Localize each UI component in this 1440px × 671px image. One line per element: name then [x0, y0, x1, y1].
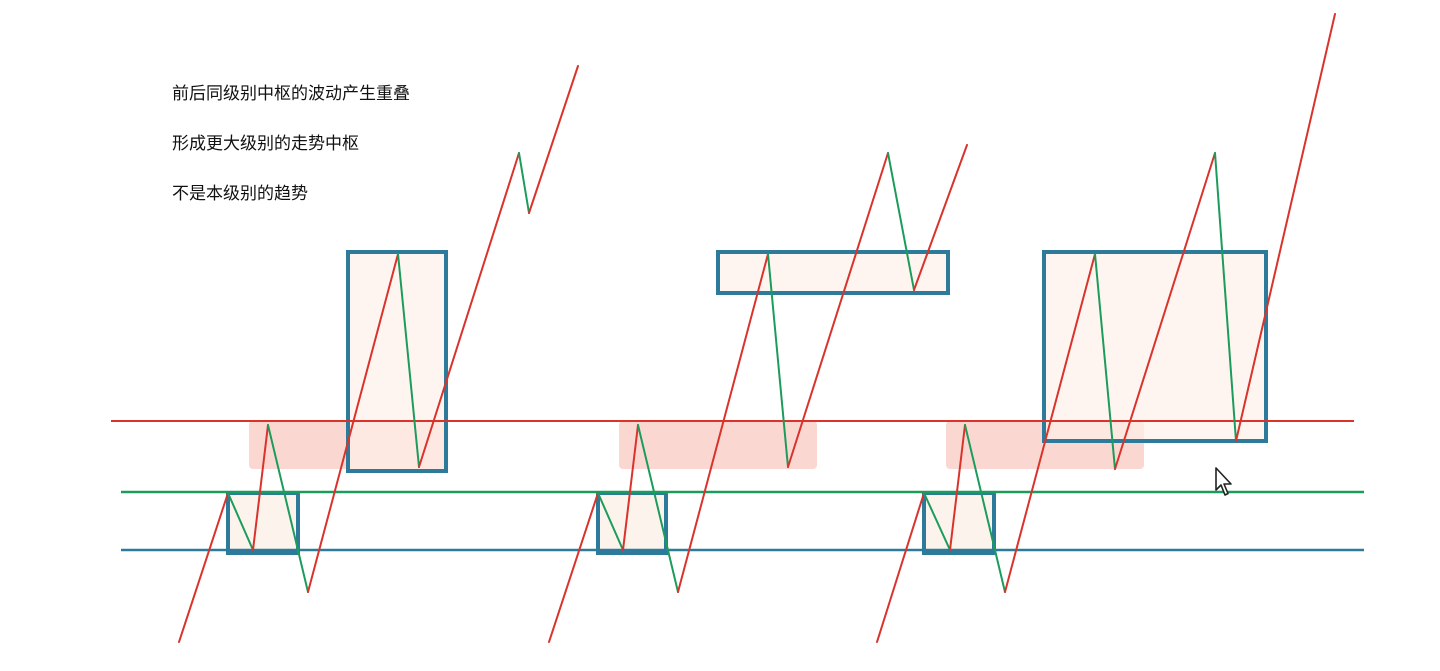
- up-stroke: [787, 152, 889, 468]
- up-stroke: [252, 424, 269, 551]
- down-stroke: [518, 152, 530, 214]
- caption-line-2: 形成更大级别的走势中枢: [172, 134, 359, 154]
- small-pivot-box-1: [226, 491, 300, 555]
- up-stroke: [677, 253, 769, 593]
- up-stroke: [622, 424, 639, 551]
- up-stroke: [178, 492, 229, 643]
- mouse-pointer-icon: [1215, 467, 1232, 496]
- up-stroke: [913, 144, 968, 291]
- down-stroke: [887, 152, 915, 291]
- down-stroke: [1214, 152, 1237, 442]
- down-stroke: [267, 424, 309, 593]
- price-path: [178, 13, 1336, 643]
- down-stroke: [227, 492, 254, 551]
- down-stroke: [637, 424, 679, 593]
- large-pivot-box: [1042, 250, 1268, 443]
- down-stroke: [597, 492, 624, 551]
- reference-levels: [111, 420, 1364, 552]
- up-stroke: [307, 253, 399, 593]
- up-stroke: [1114, 152, 1216, 470]
- up-stroke: [876, 492, 925, 643]
- caption-block: 前后同级别中枢的波动产生重叠 形成更大级别的走势中枢 不是本级别的趋势: [172, 82, 592, 232]
- caption-line-3: 不是本级别的趋势: [172, 184, 308, 204]
- up-stroke: [1235, 13, 1336, 442]
- up-stroke: [418, 152, 520, 468]
- caption-line-1: 前后同级别中枢的波动产生重叠: [172, 84, 410, 104]
- down-stroke: [1094, 253, 1116, 470]
- small-pivot-box-2: [596, 491, 668, 555]
- up-stroke: [1004, 253, 1096, 593]
- down-stroke: [964, 424, 1006, 593]
- pivot-boxes: [226, 250, 1268, 555]
- down-stroke: [397, 253, 420, 468]
- up-stroke: [548, 492, 599, 643]
- tall-pivot-box: [346, 250, 448, 473]
- up-stroke: [528, 65, 579, 214]
- down-stroke: [923, 492, 951, 551]
- up-stroke: [949, 424, 966, 551]
- down-stroke: [767, 253, 789, 468]
